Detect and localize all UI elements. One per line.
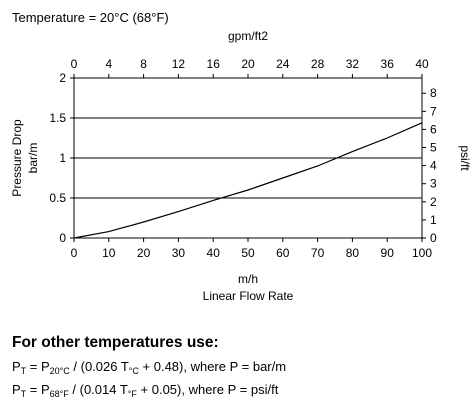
eq-mid: / (0.014 T [68, 382, 128, 397]
eq-ref-sub: 20°C [49, 366, 70, 376]
x-top-tick-label: 32 [346, 57, 360, 71]
y-tick-label: 0.5 [49, 191, 66, 205]
x-axis-label-2: Linear Flow Rate [203, 289, 294, 303]
y-tick-label: 1.5 [49, 111, 66, 125]
y-tick-label: 1 [59, 151, 66, 165]
y-right-tick-label: 3 [430, 177, 437, 191]
chart-title: Temperature = 20°C (68°F) [12, 10, 169, 25]
x-top-tick-label: 16 [207, 57, 221, 71]
y-right-tick-labels: 0 1 2 3 4 5 6 7 8 [430, 86, 437, 245]
x-tick-label: 90 [381, 246, 395, 260]
eq-equals: = P [26, 382, 50, 397]
equation-bar: PT = P20°C / (0.026 T°C + 0.48), where P… [12, 359, 286, 376]
x-top-tick-label: 28 [311, 57, 325, 71]
y-tick-label: 2 [59, 71, 66, 85]
eq-equals: = P [26, 359, 50, 374]
y-right-tick-label: 7 [430, 104, 437, 118]
x-tick-label: 50 [241, 246, 255, 260]
y-right-axis-label: psi/ft [458, 145, 472, 171]
grid-lines [74, 77, 422, 239]
x-top-tick-label: 20 [241, 57, 255, 71]
x-top-tick-label: 0 [71, 57, 78, 71]
equations-heading: For other temperatures use: [12, 334, 219, 351]
x-top-tick-label: 36 [381, 57, 395, 71]
equation-psi: PT = P68°F / (0.014 T°F + 0.05), where P… [12, 382, 278, 399]
eq-p: P [12, 359, 21, 374]
series-line [73, 122, 423, 239]
eq-tail: + 0.05), where P = psi/ft [136, 382, 279, 397]
eq-ref-sub: 68°F [49, 389, 69, 399]
y-axis-label-unit: bar/m [26, 143, 40, 174]
x-top-tick-label: 8 [140, 57, 147, 71]
y-right-tick-label: 0 [430, 231, 437, 245]
x-top-tick-label: 40 [415, 57, 429, 71]
y-right-tick-label: 5 [430, 141, 437, 155]
x-tick-label: 0 [71, 246, 78, 260]
x-tick-label: 60 [276, 246, 290, 260]
x-tick-labels: 0 10 20 30 40 50 60 70 80 90 100 [71, 246, 433, 260]
x-tick-label: 30 [172, 246, 186, 260]
x-top-tick-label: 24 [276, 57, 290, 71]
x-tick-label: 40 [207, 246, 221, 260]
eq-p-sub: T [20, 389, 27, 399]
x-tick-label: 70 [311, 246, 325, 260]
y-tick-labels: 0 0.5 1 1.5 2 [49, 71, 66, 245]
y-right-tick-label: 4 [430, 159, 437, 173]
eq-p: P [12, 382, 21, 397]
y-right-tick-label: 8 [430, 86, 437, 100]
y-right-tick-label: 6 [430, 122, 437, 136]
x-tick-label: 20 [137, 246, 151, 260]
axis-ticks [70, 74, 426, 242]
eq-p-sub: T [20, 366, 27, 376]
x-axis-label: m/h [238, 272, 258, 286]
y-axis-label: Pressure Drop [10, 119, 24, 197]
x-tick-label: 80 [346, 246, 360, 260]
eq-mid: / (0.026 T [69, 359, 129, 374]
x-top-tick-label: 4 [105, 57, 112, 71]
x-tick-label: 100 [412, 246, 432, 260]
y-right-tick-label: 2 [430, 195, 437, 209]
x-top-tick-label: 12 [172, 57, 186, 71]
x-tick-label: 10 [102, 246, 116, 260]
eq-t-sub: °F [127, 389, 137, 399]
pressure-drop-chart: Temperature = 20°C (68°F) gpm/ft2 0 0.5 1 1… [10, 10, 472, 303]
x-top-tick-labels: 0 4 8 12 16 20 24 28 32 36 40 [71, 57, 429, 71]
y-tick-label: 0 [59, 231, 66, 245]
y-right-tick-label: 1 [430, 213, 437, 227]
x-top-axis-label: gpm/ft2 [228, 29, 268, 43]
eq-t-sub: °C [128, 366, 139, 376]
eq-tail: + 0.48), where P = bar/m [138, 359, 287, 374]
